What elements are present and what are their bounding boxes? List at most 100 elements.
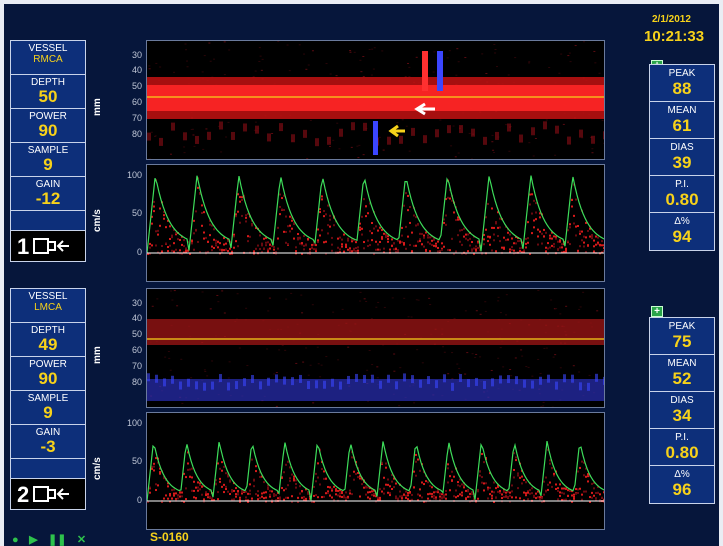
spectrum-tick: 100 <box>126 418 142 428</box>
sample-label: SAMPLE <box>27 393 69 404</box>
dias-value: 39 <box>672 153 692 172</box>
mmode-texture <box>147 290 604 407</box>
power-value: 90 <box>38 369 58 388</box>
mmode-tick: 40 <box>131 65 142 75</box>
spectrum-unit: cm/s <box>92 209 103 232</box>
spectrum-axis-1: cm/s 100 50 0 <box>90 166 146 284</box>
peak-stat: PEAK 88 <box>650 65 714 102</box>
power-label: POWER <box>29 111 67 122</box>
delta-label: Δ% <box>674 216 690 227</box>
gain-field[interactable]: GAIN -3 <box>11 425 85 459</box>
mmode-tick: 80 <box>131 377 142 387</box>
pi-value: 0.80 <box>665 190 699 209</box>
gain-field[interactable]: GAIN -12 <box>11 177 85 211</box>
dias-label: DIAS <box>670 142 694 153</box>
stop-icon[interactable]: ✕ <box>76 534 87 546</box>
vessel-value: RMCA <box>33 54 63 65</box>
spectrum-tick: 50 <box>131 456 142 466</box>
mmode-display-2[interactable] <box>146 288 605 408</box>
probe-selector-1[interactable]: 1 <box>11 231 85 261</box>
channel-2-parameters: VESSEL LMCA DEPTH 49 POWER 90 SAMPLE 9 G… <box>10 288 86 510</box>
mmode-display-1[interactable] <box>146 40 605 160</box>
vessel-label: VESSEL <box>28 43 68 54</box>
depth-value: 50 <box>38 87 58 106</box>
mmode-unit: mm <box>92 98 103 116</box>
mmode-axis-1: mm 30 40 50 60 70 80 <box>90 40 146 160</box>
dias-stat: DIAS 39 <box>650 139 714 176</box>
peak-value: 88 <box>672 79 692 98</box>
pi-stat: P.I. 0.80 <box>650 429 714 466</box>
mean-value: 52 <box>672 369 692 388</box>
mmode-tick: 80 <box>131 129 142 139</box>
spectrum-tick: 0 <box>136 495 142 505</box>
depth-field[interactable]: DEPTH 50 <box>11 75 85 109</box>
mmode-tick: 70 <box>131 113 142 123</box>
empty-field <box>11 211 85 231</box>
probe-icon <box>33 238 69 254</box>
spectrum-texture <box>147 175 604 255</box>
pi-label: P.I. <box>675 432 689 443</box>
gain-label: GAIN <box>35 179 61 190</box>
sample-value: 9 <box>43 155 53 174</box>
playback-controls: ● ▶ ❚❚ ✕ <box>12 530 92 546</box>
sample-field[interactable]: SAMPLE 9 <box>11 143 85 177</box>
power-field[interactable]: POWER 90 <box>11 109 85 143</box>
mmode-image <box>147 41 604 159</box>
empty-field <box>11 459 85 479</box>
play-icon[interactable]: ▶ <box>29 534 38 546</box>
gain-value: -12 <box>35 189 61 208</box>
delta-label: Δ% <box>674 469 690 480</box>
probe-selector-2[interactable]: 2 <box>11 479 85 509</box>
mean-stat: MEAN 61 <box>650 102 714 139</box>
vessel-value: LMCA <box>34 302 62 313</box>
mean-label: MEAN <box>667 358 697 369</box>
study-code: S-0160 <box>150 530 189 544</box>
depth-field[interactable]: DEPTH 49 <box>11 323 85 357</box>
mmode-image <box>147 290 604 407</box>
mmode-tick: 40 <box>131 313 142 323</box>
peak-label: PEAK <box>668 68 696 79</box>
power-field[interactable]: POWER 90 <box>11 357 85 391</box>
probe-number: 1 <box>17 234 30 259</box>
probe-icon <box>33 486 69 502</box>
add-icon[interactable]: + <box>651 306 663 317</box>
peak-stat: PEAK 75 <box>650 318 714 355</box>
mean-label: MEAN <box>667 105 697 116</box>
spectrum-display-1[interactable] <box>146 164 605 282</box>
pi-value: 0.80 <box>665 443 699 462</box>
gain-value: -3 <box>40 437 56 456</box>
vessel-field[interactable]: VESSEL RMCA <box>11 41 85 75</box>
pi-label: P.I. <box>675 179 689 190</box>
channel-1-stats: PEAK 88 MEAN 61 DIAS 39 P.I. 0.80 Δ% 94 <box>649 64 715 251</box>
vessel-field[interactable]: VESSEL LMCA <box>11 289 85 323</box>
vessel-label: VESSEL <box>28 291 68 302</box>
power-label: POWER <box>29 359 67 370</box>
date-readout: 2/1/2012 <box>652 14 691 25</box>
delta-stat: Δ% 94 <box>650 213 714 250</box>
delta-value: 94 <box>672 227 692 246</box>
mmode-tick: 60 <box>131 97 142 107</box>
pause-icon[interactable]: ❚❚ <box>48 534 67 546</box>
mmode-tick: 50 <box>131 329 142 339</box>
mmode-tick: 70 <box>131 361 142 371</box>
spectrum-tick: 50 <box>131 208 142 218</box>
doppler-screen: 2/1/2012 10:21:33 VESSEL RMCA DEPTH 50 P… <box>4 4 719 546</box>
spectrum-display-2[interactable] <box>146 412 605 530</box>
peak-label: PEAK <box>668 321 696 332</box>
peak-value: 75 <box>672 332 692 351</box>
mmode-texture <box>147 41 604 159</box>
mean-stat: MEAN 52 <box>650 355 714 392</box>
mmode-tick: 60 <box>131 345 142 355</box>
dias-stat: DIAS 34 <box>650 392 714 429</box>
record-icon[interactable]: ● <box>12 534 19 546</box>
spectrum-tick: 100 <box>126 170 142 180</box>
delta-stat: Δ% 96 <box>650 466 714 503</box>
sample-field[interactable]: SAMPLE 9 <box>11 391 85 425</box>
mean-value: 61 <box>672 116 692 135</box>
delta-value: 96 <box>672 480 692 499</box>
spectrum-texture <box>147 440 604 503</box>
spectrum-image <box>147 175 604 255</box>
time-readout: 10:21:33 <box>644 28 705 45</box>
mmode-tick: 50 <box>131 81 142 91</box>
sample-label: SAMPLE <box>27 145 69 156</box>
